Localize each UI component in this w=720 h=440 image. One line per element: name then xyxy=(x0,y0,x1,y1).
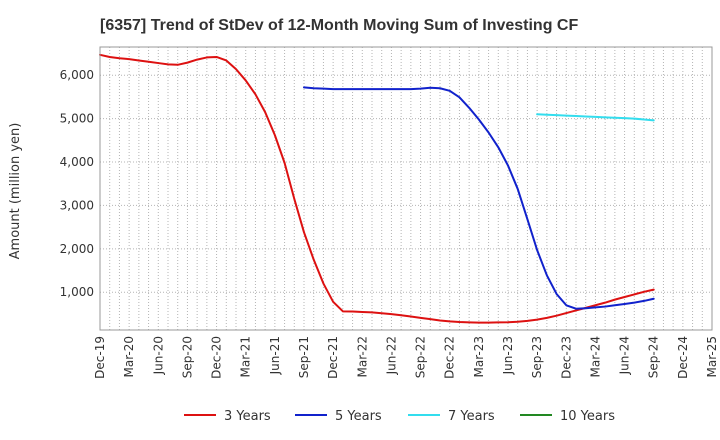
x-tick-label: Mar-22 xyxy=(355,336,369,377)
y-tick-label: 2,000 xyxy=(60,242,94,256)
series-line-3-years xyxy=(99,53,655,324)
x-tick-label: Jun-23 xyxy=(501,336,515,375)
x-tick-label: Mar-24 xyxy=(588,336,602,377)
grid-layer xyxy=(100,47,712,330)
x-tick-label: Mar-25 xyxy=(705,336,719,377)
y-tick-label: 5,000 xyxy=(60,112,94,126)
x-tick-label: Dec-20 xyxy=(210,336,224,379)
tick-layer: 1,000 2,000 3,000 4,000 5,000 6,000 Dec-19 Mar-… xyxy=(60,68,719,379)
series-line-5-years xyxy=(303,86,655,310)
y-tick-label: 1,000 xyxy=(60,285,94,299)
legend-label: 10 Years xyxy=(560,409,615,424)
y-axis-label: Amount (million yen) xyxy=(8,123,23,260)
plot-frame xyxy=(99,46,713,331)
x-tick-label: Sep-23 xyxy=(530,336,544,378)
legend-label: 5 Years xyxy=(335,409,382,424)
x-tick-label: Sep-20 xyxy=(180,336,194,378)
x-tick-label: Dec-22 xyxy=(443,336,457,379)
series-line-7-years xyxy=(536,113,655,122)
x-tick-label: Jun-20 xyxy=(151,336,165,375)
x-tick-label: Mar-21 xyxy=(239,336,253,377)
x-tick-label: Sep-21 xyxy=(297,336,311,378)
x-tick-label: Jun-24 xyxy=(618,336,632,375)
legend-label: 7 Years xyxy=(448,409,495,424)
x-tick-label: Dec-19 xyxy=(93,336,107,379)
x-tick-label: Sep-22 xyxy=(414,336,428,378)
x-tick-label: Dec-23 xyxy=(559,336,573,379)
x-tick-label: Mar-23 xyxy=(472,336,486,377)
y-tick-label: 6,000 xyxy=(60,68,94,82)
x-tick-label: Dec-21 xyxy=(326,336,340,379)
x-tick-label: Jun-22 xyxy=(384,336,398,375)
legend-label: 3 Years xyxy=(224,409,271,424)
y-tick-label: 4,000 xyxy=(60,155,94,169)
x-tick-label: Dec-24 xyxy=(676,336,690,379)
y-tick-label: 3,000 xyxy=(60,198,94,212)
x-tick-label: Sep-24 xyxy=(647,336,661,378)
x-tick-label: Jun-21 xyxy=(268,336,282,375)
x-tick-label: Mar-20 xyxy=(122,336,136,377)
legend: 3 Years 5 Years 7 Years 10 Years xyxy=(184,409,615,424)
series-layer xyxy=(99,53,655,324)
chart-title: [6357] Trend of StDev of 12-Month Moving… xyxy=(100,17,578,34)
